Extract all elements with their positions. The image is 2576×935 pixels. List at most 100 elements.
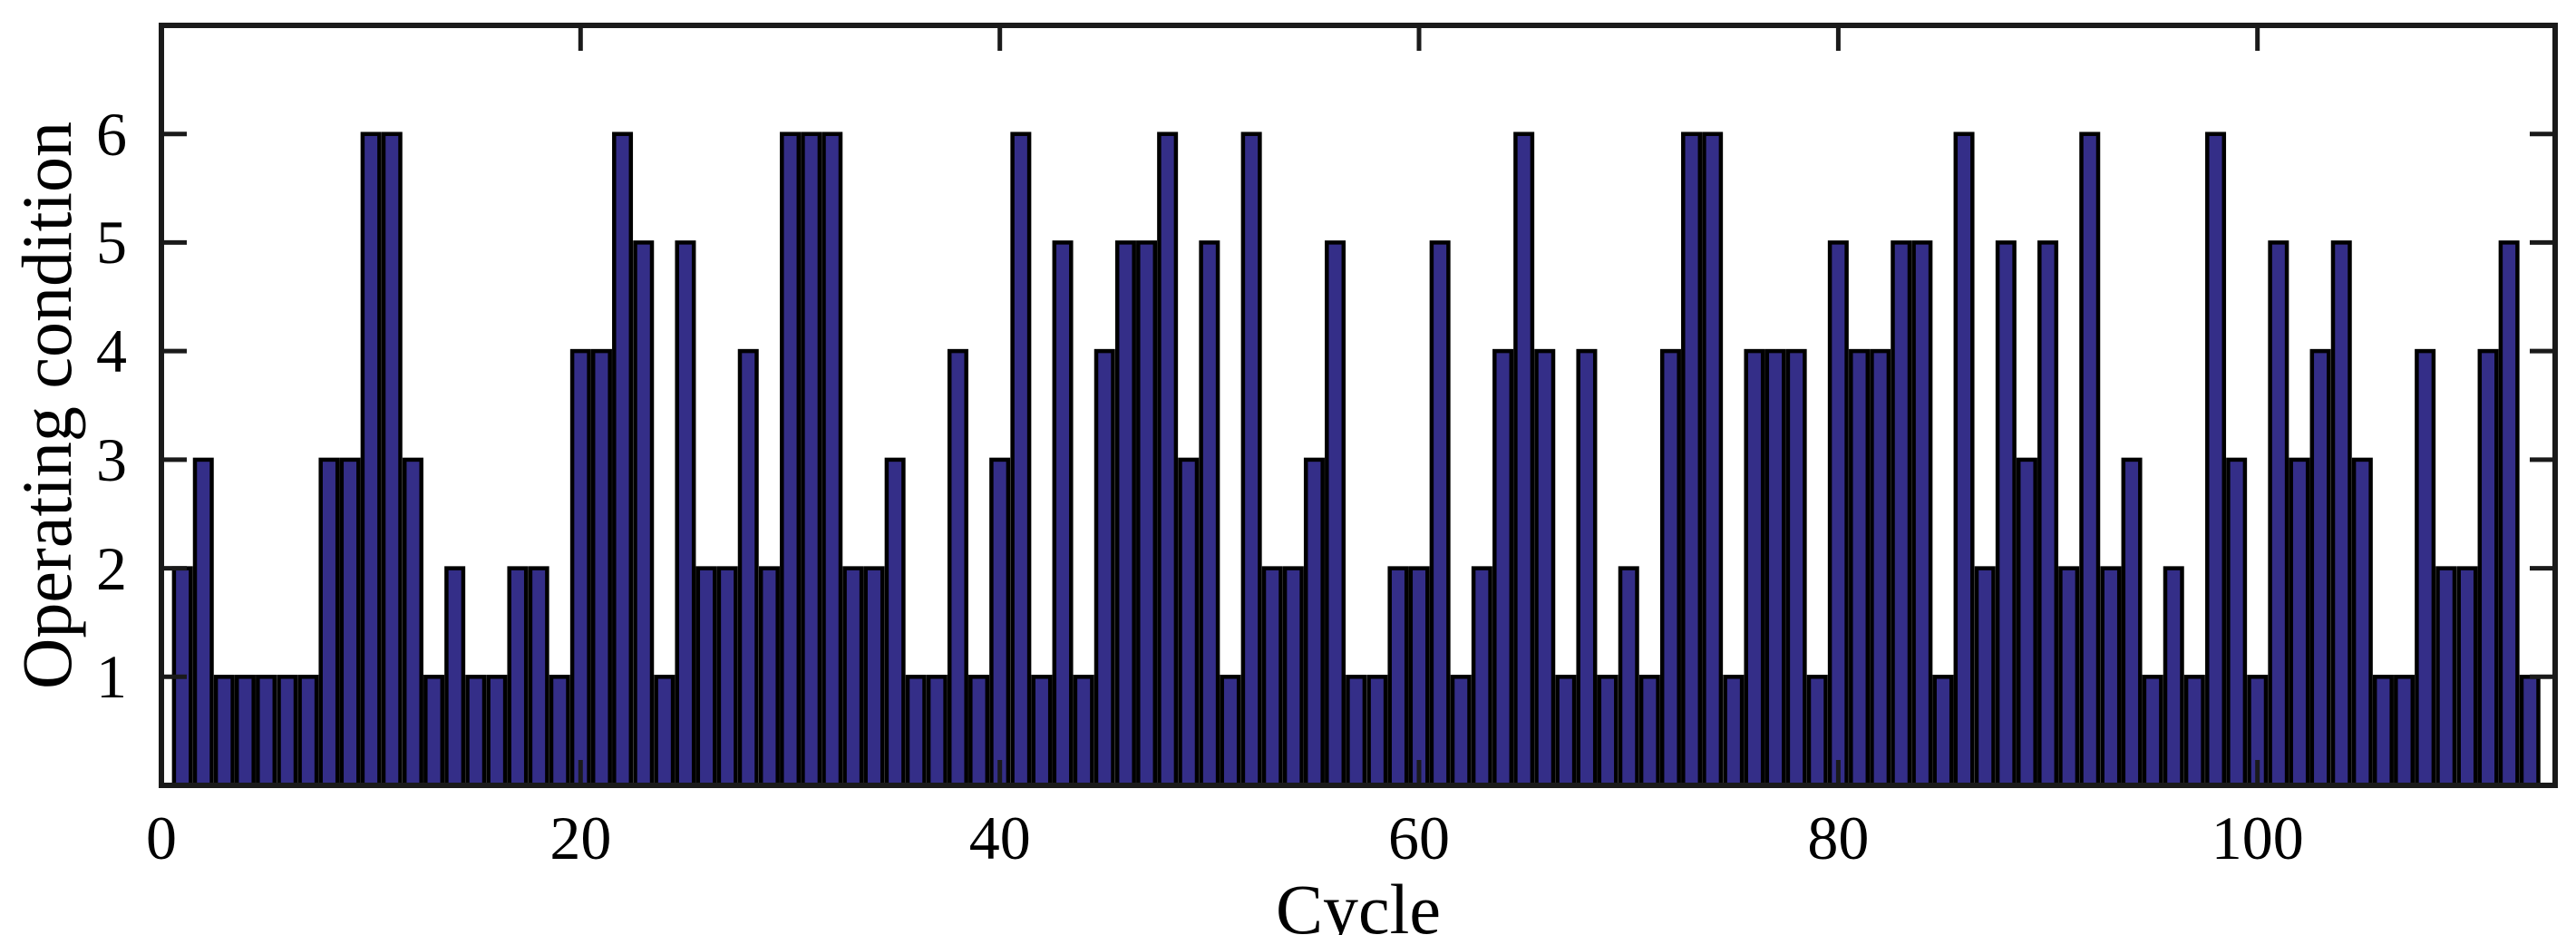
bar (1534, 348, 1556, 788)
bar (1681, 131, 1703, 788)
bar (675, 240, 696, 788)
bar (1450, 675, 1472, 788)
bar (2435, 566, 2457, 788)
y-tick-label: 6 (96, 99, 127, 169)
bar (360, 131, 382, 788)
bar (1114, 240, 1136, 788)
bar (2100, 566, 2122, 788)
bar (2330, 240, 2352, 788)
bar (1366, 675, 1388, 788)
bar (2289, 457, 2310, 788)
bar (1408, 566, 1430, 788)
x-tick-label: 0 (146, 804, 177, 872)
bar (2058, 566, 2080, 788)
bar (213, 675, 235, 788)
bar (423, 675, 445, 788)
y-tick-label: 5 (96, 208, 127, 278)
bar (780, 131, 802, 788)
bar (2394, 675, 2416, 788)
bar (1492, 348, 1514, 788)
bar (2205, 131, 2227, 788)
bar (2016, 457, 2037, 788)
bar (1638, 675, 1660, 788)
bar (339, 457, 361, 788)
y-tick-label: 3 (96, 424, 127, 494)
bar (1178, 457, 1200, 788)
plot-frame (159, 23, 2558, 788)
bar (1052, 240, 1074, 788)
bar (1031, 675, 1053, 788)
bar (1932, 675, 1954, 788)
bar (2079, 131, 2101, 788)
bar (2498, 240, 2520, 788)
bar (2309, 348, 2331, 788)
bar (905, 675, 927, 788)
bar (1785, 348, 1807, 788)
bar (1303, 457, 1325, 788)
bar (737, 348, 759, 788)
bar (612, 131, 634, 788)
bar (1891, 240, 1912, 788)
bar (528, 566, 549, 788)
bar (1953, 131, 1975, 788)
bar (507, 566, 529, 788)
bar (1974, 566, 1996, 788)
bar (633, 240, 655, 788)
bar (318, 457, 340, 788)
bar (1199, 240, 1220, 788)
bar (821, 131, 843, 788)
bar (1136, 240, 1158, 788)
bar (2037, 240, 2059, 788)
bar (1702, 131, 1724, 788)
x-tick-label: 60 (1388, 804, 1451, 872)
bar (2142, 675, 2163, 788)
bar (2415, 348, 2436, 788)
bar (716, 566, 738, 788)
bar (1094, 348, 1115, 788)
bar (297, 675, 319, 788)
bar (1220, 675, 1241, 788)
bar (1325, 240, 1346, 788)
bar (884, 457, 906, 788)
bar (1576, 348, 1598, 788)
bar (234, 675, 256, 788)
y-tick-label: 2 (96, 533, 127, 603)
x-axis-label: Cycle (1276, 870, 1441, 935)
bar (1870, 348, 1891, 788)
bar (863, 566, 885, 788)
bar (926, 675, 948, 788)
bar (1911, 240, 1933, 788)
bar (2121, 457, 2143, 788)
bar (569, 348, 591, 788)
bar (2268, 240, 2289, 788)
bar (1429, 240, 1451, 788)
bar (1073, 675, 1094, 788)
bar (801, 131, 822, 788)
x-tick-label: 20 (549, 804, 612, 872)
bar (2226, 457, 2248, 788)
bar (1282, 566, 1304, 788)
bar (2183, 675, 2205, 788)
bar (1387, 566, 1409, 788)
bar (1659, 348, 1681, 788)
bar (590, 348, 612, 788)
bar (2351, 457, 2373, 788)
bar (256, 675, 277, 788)
y-tick-label: 4 (96, 317, 127, 386)
y-tick-label: 1 (96, 642, 127, 712)
bar (1346, 675, 1367, 788)
x-tick-label: 40 (968, 804, 1031, 872)
bar (1995, 240, 2017, 788)
bar (1010, 131, 1032, 788)
bar (1827, 240, 1849, 788)
bar (989, 457, 1011, 788)
bar (1806, 675, 1828, 788)
bar (444, 566, 466, 788)
bar (1618, 566, 1639, 788)
y-axis-label: Operating condition (7, 121, 86, 690)
bar (1471, 566, 1492, 788)
bar (1597, 675, 1619, 788)
x-tick-label: 100 (2211, 804, 2304, 872)
bar (2477, 348, 2499, 788)
